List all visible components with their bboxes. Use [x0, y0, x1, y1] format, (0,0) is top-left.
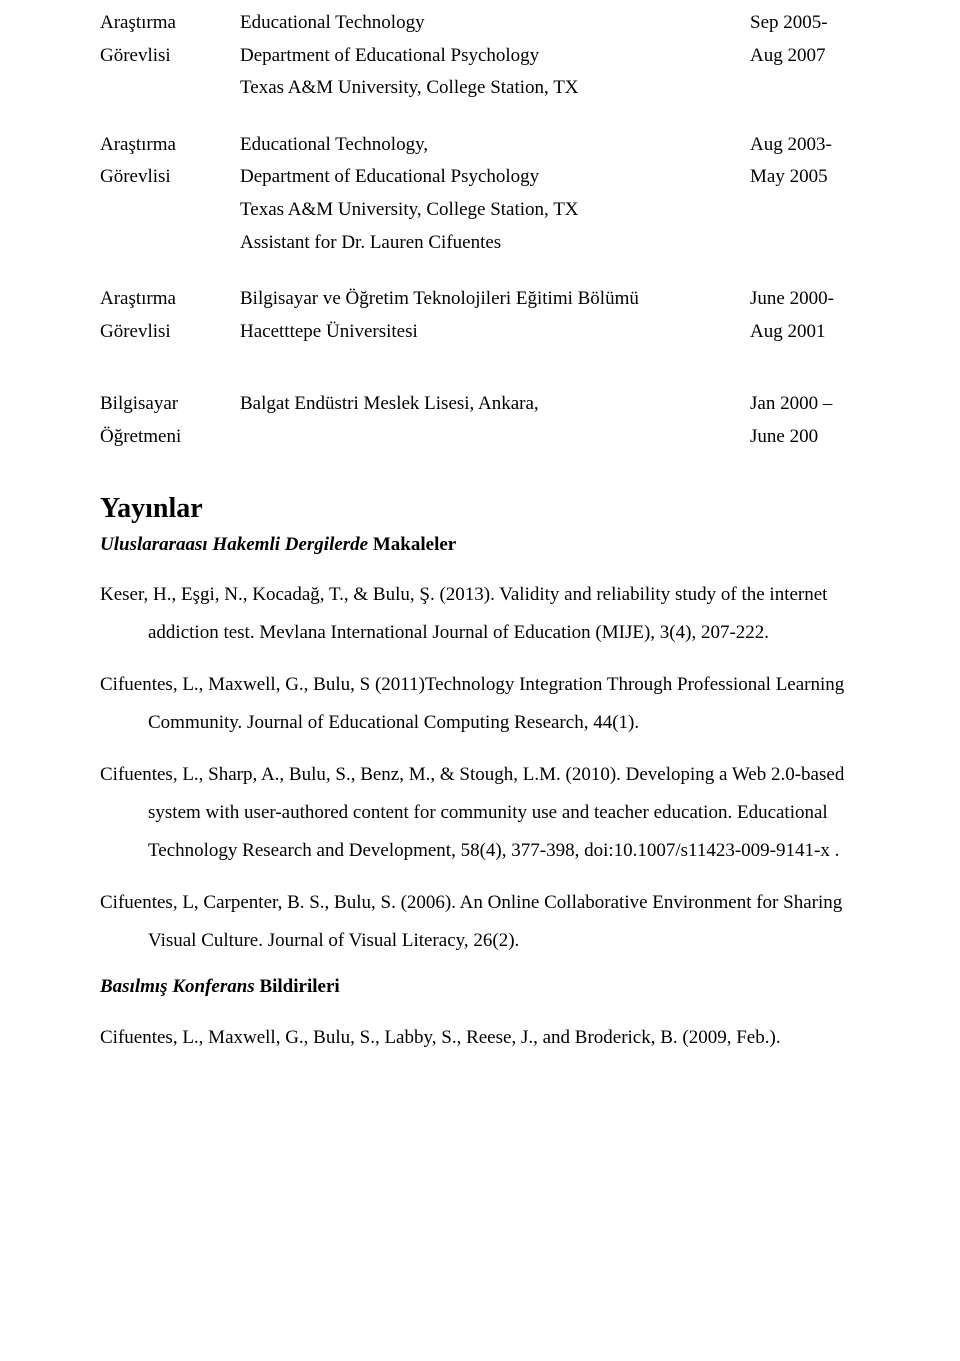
- role-cell: Araştırma Görevlisi: [100, 286, 240, 351]
- experience-section: AraştırmaGörevlisiEducational Technology…: [100, 10, 860, 457]
- date-line-1: Sep 2005-: [750, 10, 860, 37]
- detail-line: Educational Technology: [240, 10, 730, 37]
- role-cell: Bilgisayar Öğretmeni: [100, 391, 240, 456]
- role-line-1: Bilgisayar: [100, 391, 240, 418]
- detail-line: Texas A&M University, College Station, T…: [240, 197, 730, 224]
- role-line-1: Araştırma: [100, 286, 240, 313]
- role-line-2: Görevlisi: [100, 319, 240, 346]
- journal-reference: Cifuentes, L., Sharp, A., Bulu, S., Benz…: [100, 756, 860, 870]
- date-cell: Jan 2000 – June 200: [750, 391, 860, 456]
- date-line-2: Aug 2007: [750, 43, 860, 70]
- date-cell: Aug 2003- May 2005: [750, 132, 860, 197]
- role-line-2: Görevlisi: [100, 164, 240, 191]
- conference-subheading-italic: Basılmış Konferans: [100, 976, 259, 997]
- journal-refs-list: Keser, H., Eşgi, N., Kocadağ, T., & Bulu…: [100, 576, 860, 960]
- date-cell: Sep 2005- Aug 2007: [750, 10, 860, 75]
- role-cell: Araştırma Görevlisi: [100, 132, 240, 197]
- conference-subheading: Basılmış Konferans Bildirileri: [100, 974, 860, 1001]
- detail-line: Texas A&M University, College Station, T…: [240, 75, 730, 102]
- detail-cell: Bilgisayar ve Öğretim Teknolojileri Eğit…: [240, 286, 750, 351]
- role-line-1: Araştırma: [100, 132, 240, 159]
- experience-row: Araştırma GörevlisiBilgisayar ve Öğretim …: [100, 286, 860, 351]
- detail-line: Department of Educational Psychology: [240, 43, 730, 70]
- date-line-2: May 2005: [750, 164, 860, 191]
- conference-reference: Cifuentes, L., Maxwell, G., Bulu, S., La…: [100, 1019, 860, 1057]
- conference-refs-list: Cifuentes, L., Maxwell, G., Bulu, S., La…: [100, 1019, 860, 1057]
- experience-row: Araştırma GörevlisiEducational Technology…: [100, 132, 860, 262]
- journal-articles-subheading: Uluslararaası Hakemli Dergilerde Makalel…: [100, 532, 860, 559]
- experience-row: Bilgisayar ÖğretmeniBalgat Endüstri Mesle…: [100, 391, 860, 456]
- detail-cell: Educational Technology, Department of Edu…: [240, 132, 750, 262]
- detail-line: Balgat Endüstri Meslek Lisesi, Ankara,: [240, 391, 730, 418]
- date-line-1: Jan 2000 –: [750, 391, 860, 418]
- role-cell: Araştırma Görevlisi: [100, 10, 240, 75]
- date-line-1: June 2000-: [750, 286, 860, 313]
- detail-cell: Educational Technology Department of Educ…: [240, 10, 750, 108]
- detail-cell: Balgat Endüstri Meslek Lisesi, Ankara,: [240, 391, 750, 424]
- conference-subheading-bold: Bildirileri: [259, 976, 339, 997]
- journal-subheading-italic: Uluslararaası Hakemli Dergilerde: [100, 534, 373, 555]
- detail-line: Bilgisayar ve Öğretim Teknolojileri Eğit…: [240, 286, 730, 313]
- publications-heading: Yayınlar: [100, 489, 860, 528]
- date-line-1: Aug 2003-: [750, 132, 860, 159]
- role-line-1: Araştırma: [100, 10, 240, 37]
- role-line-2: Görevlisi: [100, 43, 240, 70]
- date-line-2: June 200: [750, 424, 860, 451]
- detail-line: Assistant for Dr. Lauren Cifuentes: [240, 230, 730, 257]
- detail-line: Educational Technology,: [240, 132, 730, 159]
- journal-subheading-bold: Makaleler: [373, 534, 456, 555]
- role-line-2: Öğretmeni: [100, 424, 240, 451]
- journal-reference: Cifuentes, L., Maxwell, G., Bulu, S (201…: [100, 666, 860, 742]
- experience-row: Araştırma GörevlisiEducational Technology…: [100, 10, 860, 108]
- date-cell: June 2000- Aug 2001: [750, 286, 860, 351]
- journal-reference: Cifuentes, L, Carpenter, B. S., Bulu, S.…: [100, 884, 860, 960]
- date-line-2: Aug 2001: [750, 319, 860, 346]
- detail-line: Department of Educational Psychology: [240, 164, 730, 191]
- journal-reference: Keser, H., Eşgi, N., Kocadağ, T., & Bulu…: [100, 576, 860, 652]
- cv-page: AraştırmaGörevlisiEducational Technology…: [0, 0, 960, 1361]
- detail-line: Hacetttepe Üniversitesi: [240, 319, 730, 346]
